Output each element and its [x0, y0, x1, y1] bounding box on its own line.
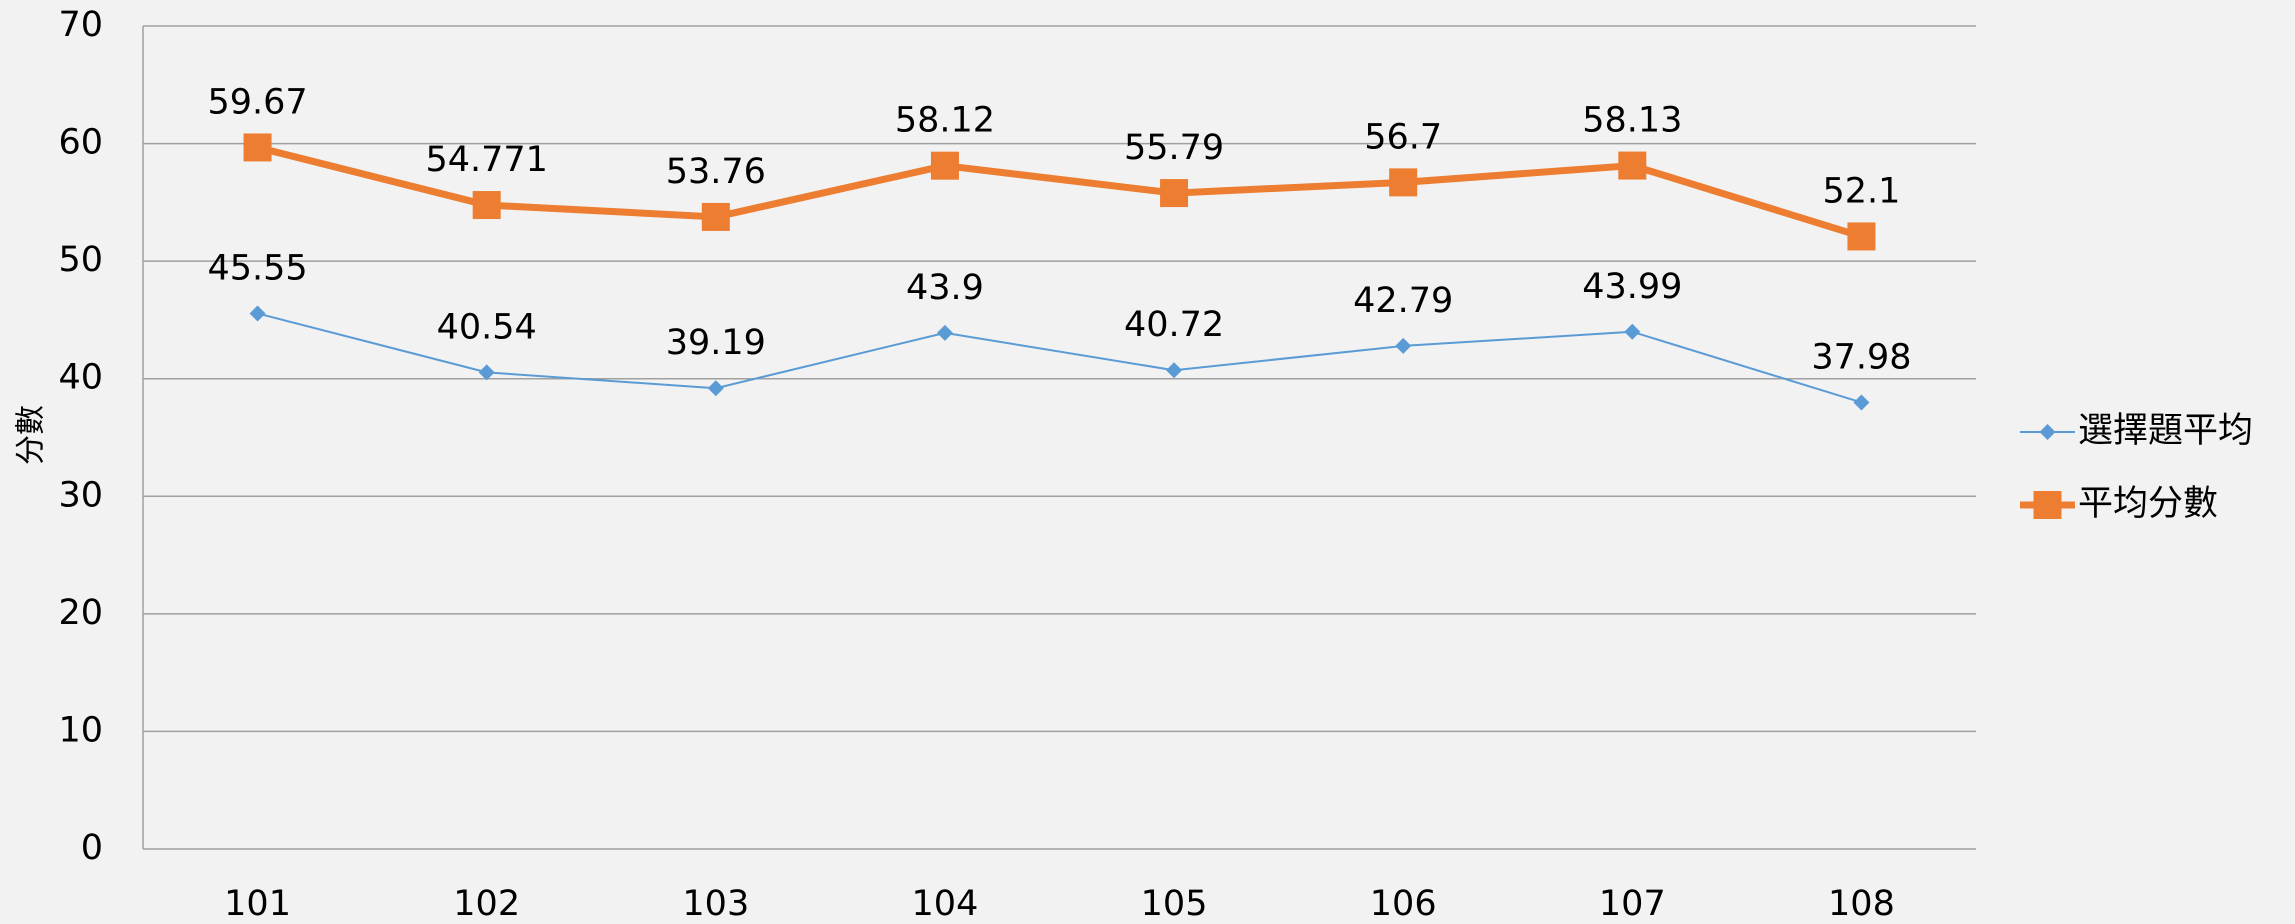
legend-marker — [2034, 491, 2062, 519]
data-label: 58.13 — [1582, 101, 1682, 141]
data-label: 56.7 — [1364, 117, 1442, 157]
y-tick-label: 50 — [58, 240, 103, 280]
data-label: 42.79 — [1353, 281, 1453, 321]
data-label: 37.98 — [1811, 337, 1911, 377]
data-label: 52.1 — [1822, 171, 1900, 211]
y-tick-label: 60 — [58, 123, 103, 163]
x-tick-label: 102 — [453, 884, 520, 924]
y-axis-title: 分數 — [14, 405, 49, 465]
x-tick-label: 107 — [1599, 884, 1666, 924]
data-label: 54.771 — [425, 140, 547, 180]
data-point — [702, 203, 730, 231]
data-point — [1847, 222, 1875, 250]
x-tick-label: 101 — [224, 884, 291, 924]
y-tick-label: 10 — [58, 710, 103, 750]
x-tick-label: 103 — [682, 884, 749, 924]
data-label: 58.12 — [895, 101, 995, 141]
data-point — [931, 152, 959, 180]
y-tick-label: 40 — [58, 358, 103, 398]
data-point — [1618, 152, 1646, 180]
x-tick-label: 106 — [1370, 884, 1437, 924]
y-tick-label: 30 — [58, 475, 103, 515]
data-point — [244, 133, 272, 161]
y-tick-label: 70 — [58, 5, 103, 45]
y-tick-label: 0 — [81, 828, 103, 868]
chart: 分數 0 10 20 30 40 50 60 70 101 102 103 104 105 106 107 1… — [0, 0, 2295, 924]
data-point — [1389, 168, 1417, 196]
data-label: 55.79 — [1124, 128, 1224, 168]
data-label: 43.99 — [1582, 267, 1682, 307]
data-label: 59.67 — [207, 82, 307, 122]
data-label: 45.55 — [207, 248, 307, 288]
legend-label: 平均分數 — [2078, 484, 2218, 524]
data-point — [1160, 179, 1188, 207]
data-label: 40.54 — [437, 307, 537, 347]
data-label: 53.76 — [666, 152, 766, 192]
legend-label: 選擇題平均 — [2078, 411, 2253, 451]
x-tick-label: 105 — [1141, 884, 1208, 924]
data-label: 39.19 — [666, 323, 766, 363]
x-tick-label: 108 — [1828, 884, 1895, 924]
data-point — [473, 191, 501, 219]
data-label: 43.9 — [906, 268, 984, 308]
x-tick-label: 104 — [912, 884, 979, 924]
data-label: 40.72 — [1124, 305, 1224, 345]
y-tick-label: 20 — [58, 593, 103, 633]
